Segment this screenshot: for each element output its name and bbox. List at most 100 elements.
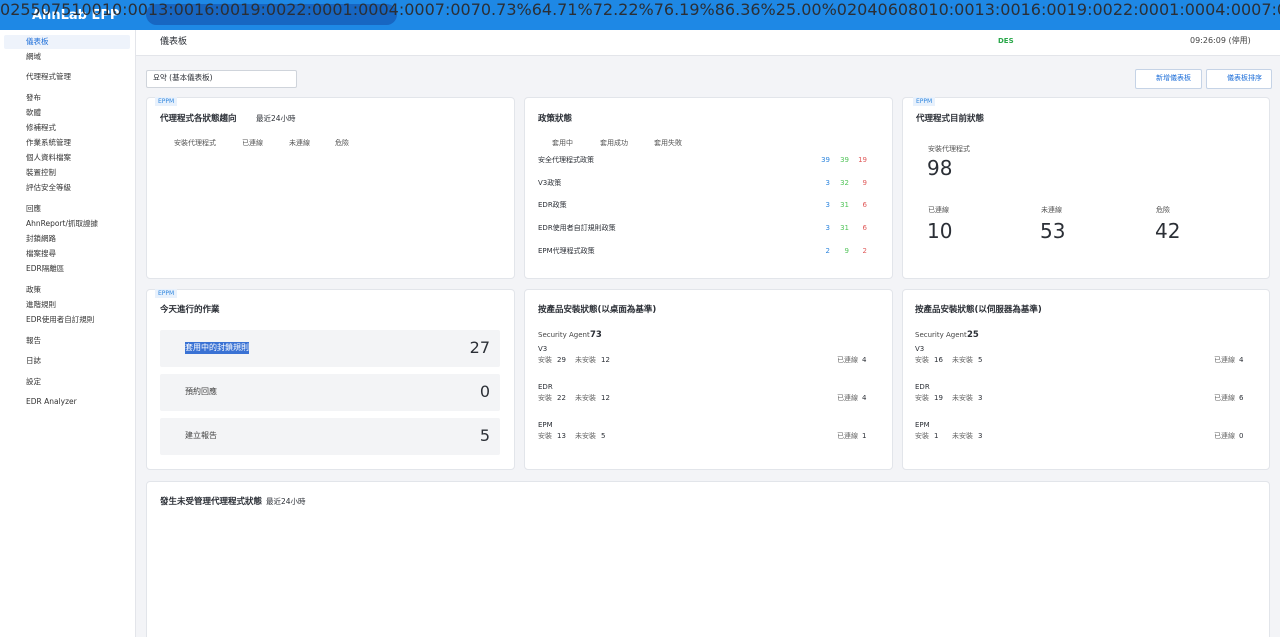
- agent-count: 25: [967, 330, 979, 340]
- sort-dashboard-label: 儀表板排序: [1227, 74, 1262, 82]
- policy-count: 9: [844, 246, 849, 255]
- policy-count: 19: [858, 156, 867, 164]
- legend-label: 套用中: [552, 139, 573, 147]
- range-select[interactable]: 最近24小時: [266, 497, 306, 506]
- stat-label: 已連線: [1214, 432, 1235, 440]
- sidebar-item[interactable]: 裝置控制: [26, 168, 56, 177]
- status-label: 已連線: [928, 206, 949, 214]
- stat-label: 已連線: [1214, 356, 1235, 364]
- sidebar-item[interactable]: 封鎖網路: [26, 234, 56, 243]
- sidebar-item[interactable]: 設定: [26, 377, 41, 386]
- sidebar-item[interactable]: 報告: [26, 336, 41, 345]
- product-name: V3: [915, 345, 925, 353]
- stat-label: 未安裝: [575, 394, 596, 402]
- sidebar: [0, 30, 136, 637]
- product-name: EDR: [915, 383, 930, 391]
- stat-label: 安裝: [538, 432, 552, 440]
- task-row[interactable]: [160, 418, 500, 455]
- policy-count: 6: [862, 224, 867, 233]
- policy-count: 3: [825, 178, 830, 187]
- installed-value: 98: [927, 156, 953, 180]
- dashboard-select[interactable]: [146, 70, 297, 88]
- sidebar-item[interactable]: 個人資料檔案: [26, 153, 71, 162]
- sidebar-item[interactable]: 修補程式: [26, 123, 56, 132]
- sidebar-item[interactable]: 代理程式管理: [26, 72, 71, 81]
- stat-value: 13: [557, 432, 566, 440]
- add-dashboard-label: 新增儀表板: [1156, 74, 1191, 82]
- stat-label: 已連線: [837, 356, 858, 364]
- product-name: V3: [538, 345, 548, 353]
- sidebar-item[interactable]: EDR隔離區: [26, 264, 65, 273]
- sidebar-item[interactable]: 儀表板: [26, 37, 49, 46]
- policy-count: 3: [825, 224, 830, 233]
- policy-name: 安全代理程式政策: [538, 156, 594, 164]
- widget-title: 發生未受管理代理程式狀態: [160, 497, 263, 507]
- sidebar-item[interactable]: 檔案搜尋: [26, 249, 56, 258]
- sidebar-item[interactable]: 作業系統管理: [26, 138, 71, 147]
- widget-title: 代理程式目前狀態: [916, 114, 985, 124]
- stat-label: 未安裝: [575, 356, 596, 364]
- policy-count: 2: [862, 246, 867, 255]
- policy-count: 39: [840, 156, 849, 164]
- legend-label: 未連線: [289, 139, 310, 147]
- add-dashboard-button[interactable]: [1135, 69, 1202, 89]
- task-value: 27: [469, 338, 490, 357]
- policy-count: 31: [840, 201, 849, 210]
- install-desktop-card: [524, 289, 893, 470]
- stat-value: 4: [862, 394, 867, 402]
- stat-label: 已連線: [837, 394, 858, 402]
- policy-count: 31: [840, 224, 849, 233]
- status-value: 53: [1040, 219, 1066, 243]
- sidebar-item[interactable]: 政策: [26, 285, 41, 294]
- policy-count: 39: [821, 156, 830, 164]
- policy-name: EPM代理程式政策: [538, 246, 595, 255]
- stat-value: 29: [557, 356, 566, 364]
- policy-name: V3政策: [538, 178, 562, 187]
- range-select[interactable]: 最近24小時: [256, 114, 296, 123]
- policy-count: 9: [862, 178, 867, 187]
- policy-name: EDR政策: [538, 201, 567, 210]
- stat-value: 16: [934, 356, 943, 364]
- policy-count: 6: [862, 201, 867, 210]
- sidebar-item[interactable]: 評估安全等級: [26, 183, 71, 192]
- installed-label: 安裝代理程式: [928, 145, 970, 153]
- stat-value: 6: [1239, 394, 1244, 402]
- legend-label: 套用成功: [600, 139, 628, 147]
- legend-label: 危險: [335, 139, 349, 147]
- sidebar-item[interactable]: AhnReport/抓取證據: [26, 219, 99, 228]
- task-row[interactable]: [160, 374, 500, 411]
- clock: 09:26:09 (停用): [1190, 36, 1251, 45]
- policy-count: 2: [825, 246, 830, 255]
- stat-label: 安裝: [538, 356, 552, 364]
- app-title: AhnLab EPP: [32, 8, 120, 23]
- stat-value: 1: [862, 432, 867, 440]
- legend-label: 安裝代理程式: [174, 139, 216, 147]
- agent-label: Security Agent: [915, 331, 967, 339]
- agent-label: Security Agent: [538, 331, 590, 339]
- sidebar-item[interactable]: 回應: [26, 204, 41, 213]
- widget-title: 代理程式各狀態趨向: [160, 114, 237, 124]
- stat-value: 1: [934, 432, 939, 440]
- sidebar-item[interactable]: 網域: [26, 52, 41, 61]
- sort-dashboard-button[interactable]: [1206, 69, 1272, 89]
- policy-name: EDR使用者自訂規則政策: [538, 224, 616, 233]
- stat-value: 5: [978, 356, 983, 364]
- agent-count: 73: [590, 330, 602, 340]
- policy-card: [524, 97, 893, 279]
- stat-value: 4: [862, 356, 867, 364]
- stat-label: 安裝: [915, 432, 929, 440]
- sidebar-item[interactable]: 發布: [26, 93, 41, 102]
- search-box[interactable]: [146, 4, 397, 25]
- stat-value: 12: [601, 394, 610, 402]
- sidebar-item[interactable]: EDR使用者自訂規則: [26, 315, 95, 324]
- policy-count: 3: [825, 201, 830, 210]
- stat-label: 安裝: [538, 394, 552, 402]
- stat-label: 安裝: [915, 356, 929, 364]
- sidebar-item[interactable]: 進階規則: [26, 300, 56, 309]
- product-name: EPM: [915, 421, 930, 429]
- sidebar-item[interactable]: EDR Analyzer: [26, 397, 77, 406]
- sidebar-item[interactable]: 日誌: [26, 356, 41, 365]
- status-value: 42: [1155, 219, 1181, 243]
- sidebar-item[interactable]: 軟體: [26, 108, 41, 117]
- status-label: 危險: [1156, 206, 1170, 214]
